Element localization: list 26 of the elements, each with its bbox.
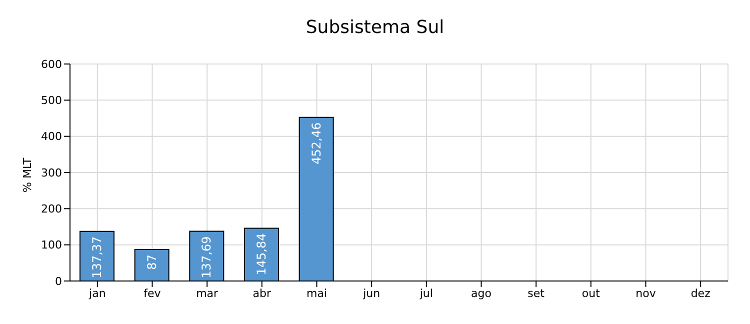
data-label: 145,84	[254, 233, 268, 276]
data-label: 137,69	[200, 236, 214, 278]
y-tick-label: 600	[41, 58, 62, 71]
x-tick-label: fev	[144, 286, 162, 300]
x-tick-label: mar	[196, 286, 219, 300]
x-tick-label: jun	[362, 286, 380, 300]
y-tick-label: 200	[41, 202, 62, 216]
x-tick-label: dez	[690, 286, 711, 300]
data-label: 137,37	[90, 236, 104, 278]
data-label: 87	[144, 254, 159, 270]
y-tick-label: 500	[41, 94, 62, 108]
y-tick-label: 300	[41, 166, 62, 180]
x-tick-label: jul	[418, 286, 433, 300]
y-tick-label: 100	[41, 238, 62, 252]
x-tick-label: jan	[88, 286, 106, 300]
x-tick-label: abr	[252, 286, 272, 300]
y-tick-label: 0	[55, 274, 62, 288]
data-label: 452,46	[309, 122, 324, 164]
y-tick-label: 400	[41, 130, 62, 144]
chart-title: Subsistema Sul	[304, 16, 446, 40]
x-tick-label: nov	[636, 286, 656, 300]
x-tick-label: mai	[306, 286, 328, 300]
x-tick-label: out	[582, 286, 601, 300]
x-tick-label: ago	[471, 286, 492, 300]
x-tick-label: set	[528, 286, 546, 300]
y-axis-title: % MLT	[20, 157, 34, 192]
